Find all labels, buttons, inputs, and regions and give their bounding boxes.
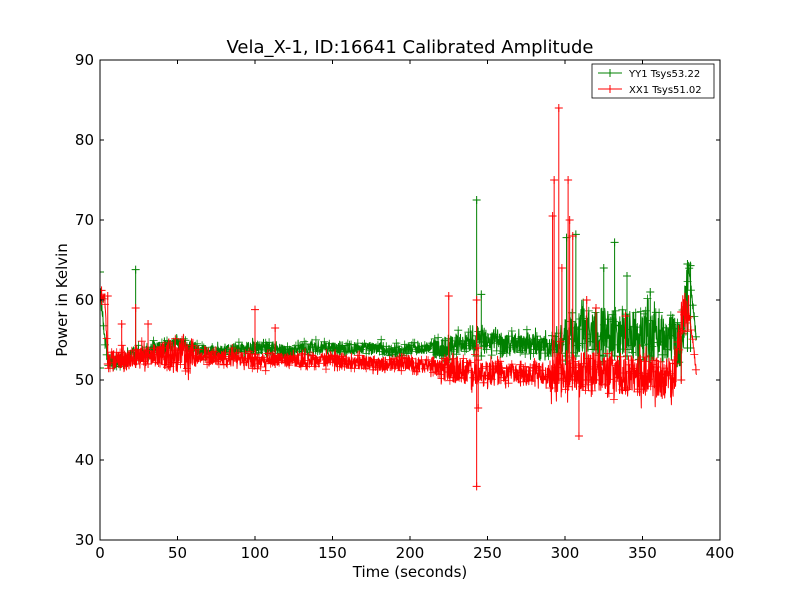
- spike-marker: [554, 104, 563, 384]
- spike-marker: [472, 196, 481, 360]
- spike-marker: [599, 264, 608, 360]
- y-tick-label: 90: [75, 51, 94, 69]
- y-tick-label: 50: [75, 371, 94, 389]
- spike-marker: [610, 238, 619, 360]
- spike-marker: [621, 312, 630, 392]
- spike-marker: [582, 296, 591, 384]
- y-tick-label: 60: [75, 291, 94, 309]
- y-tick-label: 30: [75, 531, 94, 549]
- spike-marker: [568, 232, 577, 384]
- spike-marker: [592, 304, 600, 384]
- legend: YY1 Tsys53.22 XX1 Tsys51.02: [591, 63, 715, 99]
- series-1: [100, 104, 700, 491]
- spike-marker: [474, 344, 483, 412]
- spike-marker: [472, 296, 481, 491]
- y-tick-label: 80: [75, 131, 94, 149]
- plot-area: [100, 60, 720, 540]
- x-tick-label: 200: [396, 544, 425, 562]
- spike-marker: [131, 265, 140, 368]
- x-tick-label: 300: [551, 544, 580, 562]
- spike-marker: [100, 286, 106, 304]
- spike-marker: [571, 230, 580, 360]
- x-tick-label: 250: [473, 544, 502, 562]
- x-axis-label: Time (seconds): [352, 563, 468, 581]
- series-layer: [100, 104, 700, 491]
- y-axis-label: Power in Kelvin: [53, 243, 71, 357]
- x-tick-label: 0: [95, 544, 105, 562]
- spike-marker: [103, 292, 112, 368]
- x-tick-label: 150: [318, 544, 347, 562]
- series-0: [100, 196, 700, 383]
- spike-marker: [477, 290, 486, 360]
- spike-marker: [623, 272, 631, 360]
- spike-marker: [646, 288, 655, 360]
- spike-marker: [557, 264, 566, 384]
- spike-marker: [548, 212, 557, 384]
- spike-marker: [117, 320, 126, 368]
- spike-marker: [271, 324, 280, 368]
- spike-marker: [444, 292, 453, 376]
- spike-marker: [565, 216, 574, 384]
- spike-marker: [683, 260, 692, 352]
- legend-label-xx1: XX1 Tsys51.02: [629, 85, 702, 96]
- x-tick-label: 50: [168, 544, 187, 562]
- axes-layer: 0 50 100 150 200 250 300 350 400 30 40 50 60 70 80 90: [75, 51, 734, 562]
- spike-marker: [564, 176, 573, 384]
- chart-title: Vela_X-1, ID:16641 Calibrated Amplitude: [226, 37, 593, 58]
- spike-marker: [677, 308, 686, 384]
- y-tick-label: 70: [75, 211, 94, 229]
- spike-marker: [562, 233, 571, 360]
- spike-marker: [550, 176, 559, 384]
- y-tick-label: 40: [75, 451, 94, 469]
- x-tick-label: 400: [706, 544, 735, 562]
- x-tick-label: 350: [628, 544, 657, 562]
- spike-marker: [131, 304, 140, 368]
- legend-box: [591, 63, 715, 99]
- series-markers: [100, 290, 700, 404]
- spike-marker: [144, 320, 153, 368]
- spike-marker: [574, 360, 583, 440]
- spike-marker: [686, 261, 695, 352]
- x-tick-label: 100: [241, 544, 270, 562]
- legend-label-yy1: YY1 Tsys53.22: [628, 69, 700, 80]
- spike-marker: [251, 305, 259, 368]
